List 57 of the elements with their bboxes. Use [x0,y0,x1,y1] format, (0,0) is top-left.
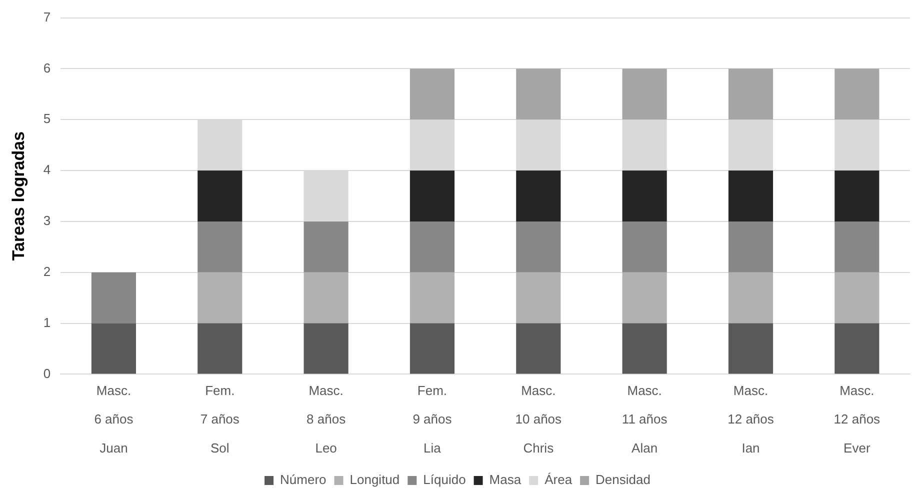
bar [198,323,242,374]
x-tick-label: Masc. 12 años Ian [728,383,774,456]
x-tick-label: Masc. 8 años Leo [306,383,346,456]
y-tick-label: 4 [43,162,51,178]
x-tick-label: Masc. 10 años Chris [515,383,562,456]
bar [834,272,880,324]
bar [91,323,136,374]
bar [622,170,667,222]
legend-label: Longitud [350,472,400,488]
legend-label: Masa [489,472,522,488]
y-tick-label: 0 [43,366,51,381]
bar [198,272,242,324]
bar [410,272,455,324]
bar [304,272,348,324]
y-tick-label: 5 [43,111,51,126]
bar [834,323,880,374]
y-axis-title: Tareas logradas [8,131,28,261]
bar [516,323,561,374]
bar [304,323,348,374]
x-tick-label: Fem. 9 años Lia [412,383,452,456]
bar [198,170,242,222]
bar [304,221,348,272]
bar [728,221,774,272]
bar [516,272,561,324]
bar [622,272,667,324]
bar [622,323,667,374]
bar [410,323,455,374]
legend-label: Líquido [423,472,466,488]
bar [198,221,242,272]
x-tick-label: Masc. 12 años Ever [834,383,881,456]
bar [728,272,774,324]
bar [516,221,561,272]
x-tick-label: Fem. 7 años Sol [200,383,240,456]
legend-label: Densidad [596,472,650,488]
y-tick-label: 1 [43,314,51,330]
y-tick-label: 3 [43,213,51,228]
y-tick-label: 7 [43,9,51,24]
y-tick-label: 2 [43,264,51,279]
bar [834,170,880,222]
bar [410,221,455,272]
legend-label: Número [280,472,326,488]
bar [728,68,774,120]
x-tick-label: Masc. 11 años Alan [622,383,668,456]
bar [622,221,667,272]
bar [91,272,136,324]
y-tick-label: 6 [43,60,51,76]
bar [834,68,880,120]
bar [728,170,774,222]
bar [410,68,455,120]
bar [410,170,455,222]
bar [728,323,774,374]
bar [834,221,880,272]
bar [516,170,561,222]
bar [622,68,667,120]
legend-label: Área [544,472,573,488]
x-tick-label: Masc. 6 años Juan [94,383,134,456]
bar [516,68,561,120]
